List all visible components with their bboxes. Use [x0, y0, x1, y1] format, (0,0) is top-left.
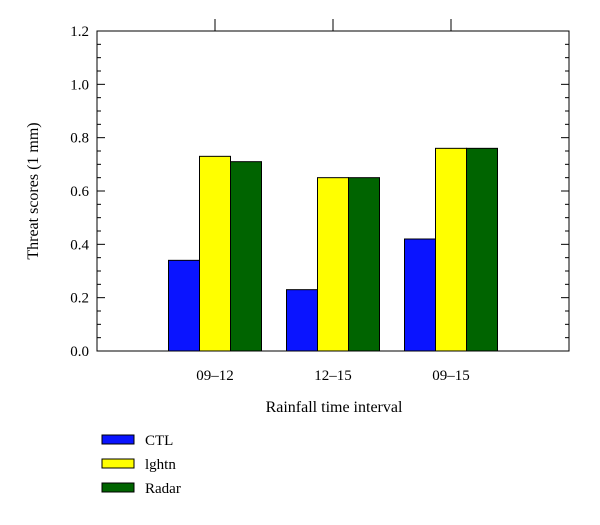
legend: CTL lghtn Radar — [101, 433, 181, 497]
legend-label-ctl: CTL — [145, 433, 173, 449]
bar-ctl — [286, 289, 318, 352]
bar-radar — [348, 177, 380, 352]
legend-label-lghtn: lghtn — [145, 457, 176, 473]
bar-radar — [230, 161, 262, 352]
bar-ctl — [404, 238, 436, 352]
legend-label-radar: Radar — [145, 481, 181, 497]
y-tick-label: 0.8 — [70, 131, 89, 147]
bar-radar — [466, 147, 498, 352]
y-tick-label: 0.2 — [70, 291, 89, 307]
x-tick-label: 12–15 — [314, 368, 352, 384]
legend-swatch-radar — [101, 482, 135, 493]
bar-ctl — [168, 259, 200, 352]
y-axis-label: Threat scores (1 mm) — [25, 122, 42, 259]
y-tick-label: 1.2 — [70, 24, 89, 40]
legend-swatch-lghtn — [101, 458, 135, 469]
bar-lghtn — [435, 147, 467, 352]
x-axis-label: Rainfall time interval — [266, 399, 403, 416]
x-tick-label: 09–12 — [196, 368, 234, 384]
bar-lghtn — [317, 177, 349, 352]
y-tick-label: 1.0 — [70, 77, 89, 93]
legend-swatch-ctl — [101, 434, 135, 445]
plot-area: 0.0 0.2 0.4 0.6 0.8 1.0 1.2 09–12 12–15 09–15 — [70, 19, 570, 384]
bar-lghtn — [199, 155, 231, 352]
y-tick-label: 0.4 — [70, 237, 89, 253]
y-tick-label: 0.0 — [70, 344, 89, 360]
y-tick-label: 0.6 — [70, 184, 89, 200]
x-tick-label: 09–15 — [432, 368, 470, 384]
